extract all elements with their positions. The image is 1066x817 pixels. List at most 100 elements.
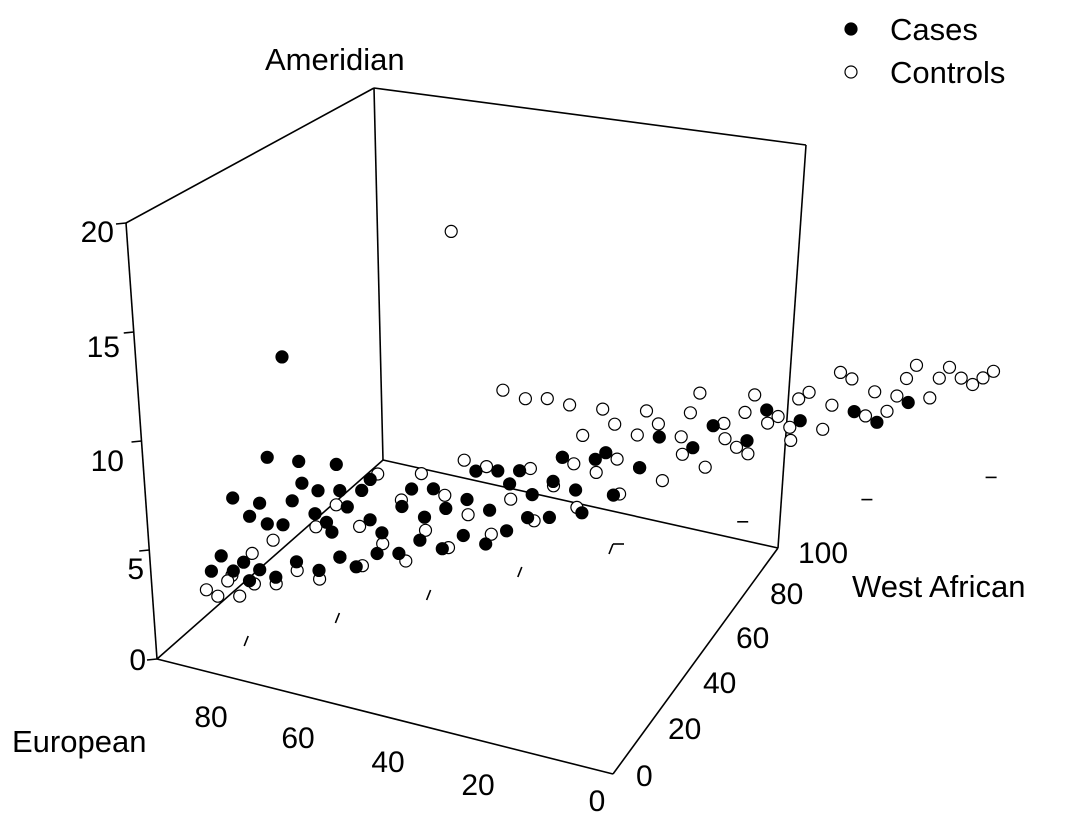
control-point [942,360,957,374]
control-point [576,428,590,442]
case-point [542,510,557,525]
case-point [243,509,257,523]
control-point [909,358,924,372]
control-point [890,389,904,403]
case-point [575,506,589,520]
case-point [333,484,347,498]
control-point [932,371,946,385]
control-point [518,392,533,406]
case-point [237,555,251,569]
case-point [226,564,240,578]
case-point [847,405,861,419]
y-tick-labels: 0 20 40 60 80 100 [636,537,848,793]
case-point [500,524,514,538]
y-tick-label: 100 [798,537,848,570]
control-point [233,589,247,603]
x-tick-mark [243,635,249,647]
case-point [469,464,483,478]
control-point [266,533,280,547]
control-point [484,527,498,541]
z-tick-mark [139,549,150,552]
case-point [214,549,228,563]
control-point [729,440,744,454]
case-point [269,570,283,584]
case-point [253,496,267,510]
control-point [589,465,603,479]
case-point [546,474,560,488]
control-point [608,417,622,431]
control-point [738,405,752,419]
case-point [439,501,453,515]
control-point [418,523,433,537]
y-tick-label: 0 [636,760,653,793]
case-point [285,494,299,508]
case-point [512,464,527,478]
control-point [329,498,343,512]
control-point [954,371,968,385]
x-tick-mark [425,589,432,601]
case-point [289,555,304,569]
control-point [245,546,259,561]
control-point [899,371,914,386]
z-tick-mark [115,222,127,225]
legend-cases-marker [844,22,858,36]
case-point [652,430,666,444]
control-point [523,461,538,476]
control-point [221,574,235,588]
z-axis-label: Ameridian [265,42,405,77]
z-tick-labels: 0 5 10 15 20 [81,216,146,677]
frame-back-vertical-left [373,87,384,461]
case-point [901,395,915,410]
case-point [242,574,257,588]
case-point [568,483,583,497]
case-point [276,518,290,532]
control-point [683,406,698,420]
tick-marks [115,222,997,661]
control-point [562,398,577,412]
legend-controls-label: Controls [890,55,1005,90]
control-point [211,589,225,603]
control-point [674,430,688,444]
case-point [417,510,432,524]
frame-y-axis [612,547,779,775]
control-point [353,519,367,534]
control-point [741,447,755,461]
case-point [870,415,884,429]
control-point [976,371,990,385]
control-point [567,457,581,471]
case-point [363,472,377,486]
control-point [923,391,937,405]
control-point [965,377,980,392]
control-point [504,492,518,506]
x-tick-mark [517,566,523,578]
case-point [456,528,470,543]
series-cases [204,350,915,588]
y-tick-label: 60 [736,622,769,655]
control-point [880,404,894,418]
control-point [784,433,798,447]
control-point [675,447,690,461]
case-point [333,550,347,564]
control-point [783,420,797,434]
y-tick-label: 80 [770,578,803,611]
frame-bottom-left-back [156,459,384,660]
x-tick-labels: 80 60 40 20 0 [194,701,605,817]
control-point [693,386,707,400]
case-point [479,537,493,551]
case-point [253,563,267,577]
case-point [599,446,613,460]
legend-controls-marker [844,65,858,79]
control-point [596,402,610,416]
control-point [718,432,732,446]
case-point [588,452,602,466]
case-point [606,488,621,502]
frame-back-vertical-right [777,144,807,549]
control-point [639,404,654,418]
z-tick-mark [146,658,158,661]
case-point [395,499,409,514]
z-tick-label: 15 [87,331,120,364]
control-point [748,388,762,402]
z-tick-mark [131,440,142,443]
legend: Cases Controls [844,12,1005,90]
